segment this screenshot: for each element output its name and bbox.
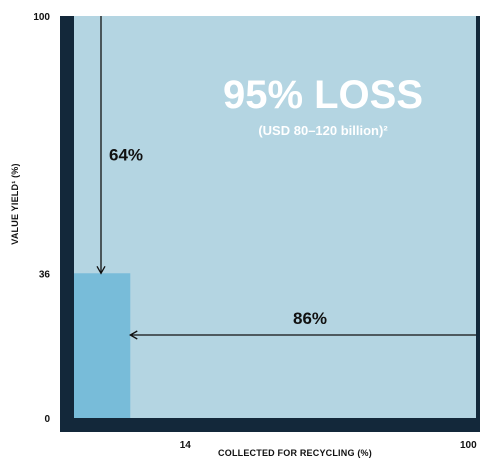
horizontal-gap-label: 86%: [293, 309, 327, 328]
total-value-area: [74, 16, 476, 418]
x-tick-label: 14: [180, 440, 192, 451]
plot-area: [60, 16, 480, 432]
axis-ticks: 100 36 0 14 100: [33, 12, 477, 451]
recycled-value-bar: [74, 273, 131, 418]
y-tick-label: 36: [39, 269, 51, 280]
y-tick-label: 0: [44, 414, 50, 425]
y-tick-label: 100: [33, 12, 50, 23]
y-axis-title: VALUE YIELD¹ (%): [10, 163, 20, 244]
vertical-gap-label: 64%: [109, 146, 143, 165]
x-tick-label: 100: [460, 440, 477, 451]
x-axis-title: COLLECTED FOR RECYCLING (%): [218, 448, 372, 458]
loss-subheadline: (USD 80–120 billion)²: [258, 123, 388, 138]
loss-headline: 95% LOSS: [223, 73, 423, 117]
